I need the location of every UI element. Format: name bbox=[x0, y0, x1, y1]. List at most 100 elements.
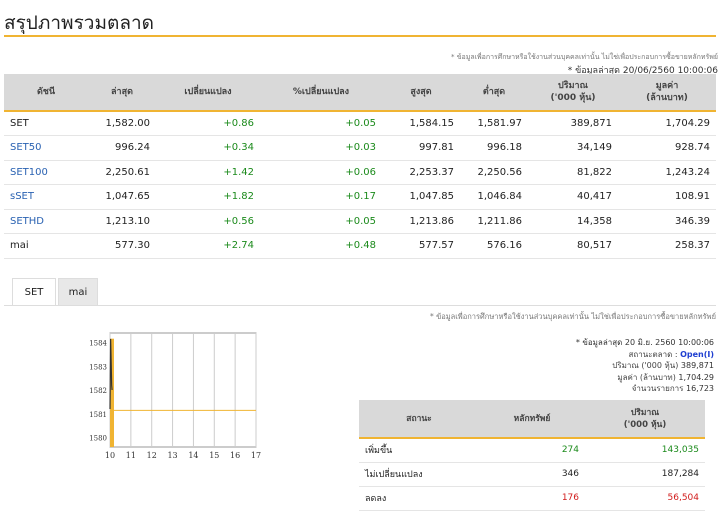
index-name: SET bbox=[4, 111, 88, 136]
col-breadth-volume: ปริมาณ ('000 หุ้น) bbox=[585, 400, 705, 439]
col-securities: หลักทรัพย์ bbox=[479, 400, 585, 439]
x-tick-label: 10 bbox=[105, 451, 115, 460]
unchanged-volume: 187,284 bbox=[585, 462, 705, 487]
high-value: 577.57 bbox=[382, 233, 460, 259]
index-link-sethd[interactable]: SETHD bbox=[4, 209, 88, 234]
page-title: สรุปภาพรวมตลาด bbox=[4, 12, 154, 34]
last-value: 2,250.61 bbox=[88, 160, 156, 185]
table-row: sSET 1,047.65 +1.82 +0.17 1,047.85 1,046… bbox=[4, 184, 716, 210]
market-status-label: สถานะตลาด : bbox=[628, 349, 678, 359]
volume-value: 80,517 bbox=[528, 233, 618, 259]
last-value: 577.30 bbox=[88, 233, 156, 259]
col-high: สูงสุด bbox=[382, 74, 460, 112]
low-value: 576.16 bbox=[460, 233, 528, 259]
value-line: มูลค่า (ล้านบาท) 1,704.29 bbox=[576, 372, 714, 384]
y-tick-label: 1582 bbox=[89, 387, 107, 395]
x-tick-label: 16 bbox=[230, 451, 240, 460]
volume-bar bbox=[110, 338, 114, 447]
decline-volume: 56,504 bbox=[585, 486, 705, 511]
index-link-sset[interactable]: sSET bbox=[4, 184, 88, 210]
summary-disclaimer: * ข้อมูลเพื่อการศึกษาหรือใช้งานส่วนบุคคล… bbox=[429, 312, 716, 321]
market-status-value: Open(I) bbox=[680, 349, 714, 359]
tab-divider bbox=[4, 305, 716, 306]
last-value: 1,213.10 bbox=[88, 209, 156, 234]
volume-value: 14,358 bbox=[528, 209, 618, 234]
low-value: 1,581.97 bbox=[460, 111, 528, 136]
deals-label: จำนวนรายการ bbox=[631, 384, 684, 393]
unchanged-count: 346 bbox=[479, 462, 585, 487]
last-update-note: * ข้อมูลล่าสุด 20/06/2560 10:00:06 bbox=[567, 66, 718, 76]
intraday-chart: 10 11 12 13 14 15 16 17 1580 1581 1582 1583 1584 bbox=[89, 332, 261, 460]
table-row: SETHD 1,213.10 +0.56 +0.05 1,213.86 1,21… bbox=[4, 209, 716, 234]
plot-area bbox=[109, 332, 257, 448]
advance-count: 274 bbox=[479, 438, 585, 463]
deals-line: จำนวนรายการ 16,723 bbox=[576, 383, 714, 395]
breadth-table-header: สถานะ หลักทรัพย์ ปริมาณ ('000 หุ้น) bbox=[359, 400, 705, 439]
status-unchanged: ไม่เปลี่ยนแปลง bbox=[359, 462, 479, 487]
trade-value: 1,704.29 bbox=[618, 111, 716, 136]
volume-line: ปริมาณ ('000 หุ้น) 389,871 bbox=[576, 360, 714, 372]
status-advance: เพิ่มขึ้น bbox=[359, 438, 479, 463]
change-value: +0.34 bbox=[156, 135, 260, 161]
col-pct-change: %เปลี่ยนแปลง bbox=[260, 74, 382, 112]
index-link-set100[interactable]: SET100 bbox=[4, 160, 88, 185]
volume-value: 40,417 bbox=[528, 184, 618, 210]
col-volume: ปริมาณ ('000 หุ้น) bbox=[528, 74, 618, 112]
last-value: 996.24 bbox=[88, 135, 156, 161]
col-change: เปลี่ยนแปลง bbox=[156, 74, 260, 112]
value-value: 1,704.29 bbox=[678, 372, 714, 382]
table-row: SET50 996.24 +0.34 +0.03 997.81 996.18 3… bbox=[4, 135, 716, 161]
pct-change-value: +0.05 bbox=[260, 111, 382, 136]
col-value: มูลค่า (ล้านบาท) bbox=[618, 74, 716, 112]
table-row: เพิ่มขึ้น 274 143,035 bbox=[359, 438, 705, 463]
change-value: +2.74 bbox=[156, 233, 260, 259]
x-tick-label: 12 bbox=[147, 451, 157, 460]
breadth-table: สถานะ หลักทรัพย์ ปริมาณ ('000 หุ้น) เพิ่… bbox=[359, 400, 705, 511]
col-index: ดัชนี bbox=[4, 74, 88, 112]
change-value: +1.82 bbox=[156, 184, 260, 210]
trade-value: 928.74 bbox=[618, 135, 716, 161]
high-value: 997.81 bbox=[382, 135, 460, 161]
disclaimer-note: * ข้อมูลเพื่อการศึกษาหรือใช้งานส่วนบุคคล… bbox=[451, 53, 718, 61]
pct-change-value: +0.06 bbox=[260, 160, 382, 185]
y-tick-label: 1580 bbox=[89, 435, 107, 443]
pct-change-value: +0.05 bbox=[260, 209, 382, 234]
index-link-set50[interactable]: SET50 bbox=[4, 135, 88, 161]
deals-value: 16,723 bbox=[686, 384, 714, 393]
high-value: 2,253.37 bbox=[382, 160, 460, 185]
value-label: มูลค่า (ล้านบาท) bbox=[617, 372, 676, 382]
price-line bbox=[109, 338, 113, 410]
market-summary: * ข้อมูลล่าสุด 20 มิ.ย. 2560 10:00:06 สถ… bbox=[576, 337, 714, 395]
change-value: +0.56 bbox=[156, 209, 260, 234]
trade-value: 258.37 bbox=[618, 233, 716, 259]
tab-mai[interactable]: mai bbox=[58, 278, 98, 306]
trade-value: 346.39 bbox=[618, 209, 716, 234]
pct-change-value: +0.48 bbox=[260, 233, 382, 259]
index-name: mai bbox=[4, 233, 88, 259]
status-decline: ลดลง bbox=[359, 486, 479, 511]
trade-value: 1,243.24 bbox=[618, 160, 716, 185]
x-tick-label: 15 bbox=[209, 451, 219, 460]
table-row: ไม่เปลี่ยนแปลง 346 187,284 bbox=[359, 462, 705, 487]
low-value: 1,211.86 bbox=[460, 209, 528, 234]
high-value: 1,047.85 bbox=[382, 184, 460, 210]
volume-value: 389,871 bbox=[528, 111, 618, 136]
table-row: SET 1,582.00 +0.86 +0.05 1,584.15 1,581.… bbox=[4, 111, 716, 136]
x-tick-label: 14 bbox=[188, 451, 198, 460]
y-tick-label: 1584 bbox=[89, 340, 107, 348]
title-divider bbox=[4, 35, 716, 37]
summary-last-update: * ข้อมูลล่าสุด 20 มิ.ย. 2560 10:00:06 bbox=[575, 338, 714, 347]
x-tick-label: 11 bbox=[126, 451, 136, 460]
volume-value: 389,871 bbox=[680, 361, 714, 370]
volume-label: ปริมาณ ('000 หุ้น) bbox=[612, 361, 679, 370]
volume-value: 34,149 bbox=[528, 135, 618, 161]
low-value: 996.18 bbox=[460, 135, 528, 161]
pct-change-value: +0.03 bbox=[260, 135, 382, 161]
advance-volume: 143,035 bbox=[585, 438, 705, 463]
last-value: 1,047.65 bbox=[88, 184, 156, 210]
table-row: ลดลง 176 56,504 bbox=[359, 486, 705, 511]
pct-change-value: +0.17 bbox=[260, 184, 382, 210]
col-last: ล่าสุด bbox=[88, 74, 156, 112]
tab-set[interactable]: SET bbox=[12, 278, 56, 306]
x-tick-label: 17 bbox=[251, 451, 261, 460]
